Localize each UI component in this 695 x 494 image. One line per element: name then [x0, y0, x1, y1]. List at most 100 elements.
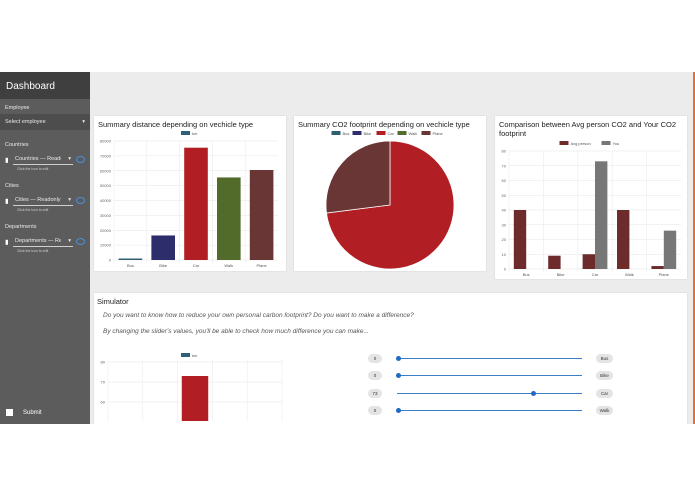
y-tick-label: 60 [502, 178, 507, 183]
y-tick-label: 60000 [100, 168, 112, 173]
slider-thumb[interactable] [396, 373, 401, 378]
y-tick-label: 0 [109, 258, 112, 263]
legend-swatch [352, 131, 362, 135]
legend-swatch [181, 131, 190, 135]
y-tick-label: 30000 [100, 213, 112, 218]
y-tick-label: 70 [101, 380, 106, 385]
submit-button[interactable]: Submit [6, 409, 42, 416]
y-tick-label: 80000 [100, 139, 112, 144]
y-tick-label: 50000 [100, 183, 112, 188]
legend-swatch [421, 131, 431, 135]
departments-select[interactable]: Departments — Readonly▾ [13, 236, 73, 247]
scrollbar[interactable] [693, 72, 695, 424]
cities-hint: Click the icon to edit [17, 208, 49, 212]
x-tick-label: Plane [659, 272, 670, 277]
y-tick-label: 30 [502, 222, 507, 227]
slider-thumb[interactable] [396, 408, 401, 413]
distance-title: Summary distance depending on vechicle t… [98, 120, 254, 129]
slider-value: 73 [368, 388, 382, 398]
co2-card: Summary CO2 footprint depending on vechi… [294, 116, 486, 271]
slider-row: 0 Bus [368, 353, 613, 363]
y-tick-label: 60 [101, 400, 106, 405]
countries-hint: Click the icon to edit [17, 167, 49, 171]
slider-value: 0 [368, 423, 382, 424]
slider-track[interactable] [396, 373, 582, 378]
bar [513, 210, 527, 269]
legend-label: km [192, 353, 198, 358]
x-tick-label: Walk [625, 272, 634, 277]
employee-label: Employee [5, 105, 30, 111]
y-tick-label: 0 [504, 267, 507, 272]
y-tick-label: 50 [502, 193, 507, 198]
legend-swatch [331, 131, 341, 135]
x-tick-label: Bike [557, 272, 566, 277]
countries-label: Countries [5, 142, 29, 148]
edit-icon[interactable] [76, 238, 85, 245]
y-tick-label: 70000 [100, 153, 112, 158]
co2-title: Summary CO2 footprint depending on vechi… [298, 120, 470, 129]
bar [181, 376, 209, 421]
slider-label: Bike [596, 371, 613, 380]
slider-thumb[interactable] [531, 390, 537, 396]
bar [216, 177, 241, 260]
distance-chart: km 0 10000 20000 30000 40000 50000 60000 70000 80… [100, 131, 278, 268]
y-tick-label: 40000 [100, 198, 112, 203]
slider-label: Plane [596, 423, 613, 424]
y-tick-label: 10000 [100, 243, 112, 248]
bar [582, 254, 595, 269]
slider-row: 73 Car [368, 388, 613, 398]
legend-swatch [559, 141, 569, 145]
bar [663, 230, 677, 269]
app-window: Dashboard Employee Select employee ▾ Cou… [0, 72, 695, 424]
legend-swatch [397, 131, 407, 135]
slider-track[interactable] [396, 355, 582, 361]
y-tick-label: 10 [502, 252, 507, 257]
x-tick-label: Bus [127, 263, 134, 268]
slider-label: Car [596, 388, 613, 398]
slider-track[interactable] [397, 390, 582, 396]
x-tick-label: Walk [224, 263, 233, 268]
submit-label: Submit [23, 409, 42, 416]
y-tick-label: 50 [101, 420, 106, 422]
countries-select[interactable]: Countries — Readonly▾ [13, 154, 73, 165]
slider-value: 0 [368, 353, 382, 363]
co2-pie-chart: Bus Bike Car Walk Plane [325, 131, 455, 270]
simulator-card: Simulator Do you want to know how to red… [94, 293, 687, 424]
bar [118, 258, 143, 260]
legend-swatch [181, 353, 190, 357]
bar [595, 161, 608, 269]
slider-row: 0 Bike [368, 371, 613, 381]
legend-swatch [601, 141, 611, 145]
bar [617, 210, 630, 269]
employee-select-value: Select employee [5, 119, 46, 125]
simulator-intro-2: By changing the slider's values, you'll … [103, 328, 369, 335]
legend-label: Avg person [571, 141, 591, 146]
x-tick-label: Bus [523, 272, 530, 277]
save-icon [6, 409, 13, 416]
slider-row: 0 Walk [368, 406, 613, 416]
chevron-down-icon: ▾ [68, 156, 71, 162]
slider-track[interactable] [396, 408, 582, 413]
employee-select[interactable]: Select employee ▾ [0, 114, 90, 130]
chevron-down-icon: ▾ [68, 197, 71, 203]
cities-select[interactable]: Cities — Readonly ▾ [13, 195, 73, 206]
bar [651, 266, 664, 269]
distance-card: Summary distance depending on vechicle t… [94, 116, 286, 271]
pie-slice [325, 140, 391, 214]
bar [151, 235, 176, 260]
x-tick-label: Bike [159, 263, 168, 268]
y-tick-label: 20 [502, 237, 507, 242]
x-tick-label: Car [592, 272, 599, 277]
legend-label: Bus [343, 131, 350, 136]
simulator-chart: km4050607080 [101, 353, 283, 422]
y-tick-label: 40 [502, 208, 507, 213]
slider-thumb[interactable] [396, 355, 401, 361]
edit-icon[interactable] [76, 156, 85, 163]
simulator-title: Simulator [97, 297, 129, 306]
slider-row: 0 Plane [368, 423, 613, 424]
document-icon: ▮ [5, 156, 9, 164]
edit-icon[interactable] [76, 197, 85, 204]
legend-label: Car [388, 131, 395, 136]
legend-label: Bike [364, 131, 373, 136]
departments-hint: Click the icon to edit [17, 249, 49, 253]
